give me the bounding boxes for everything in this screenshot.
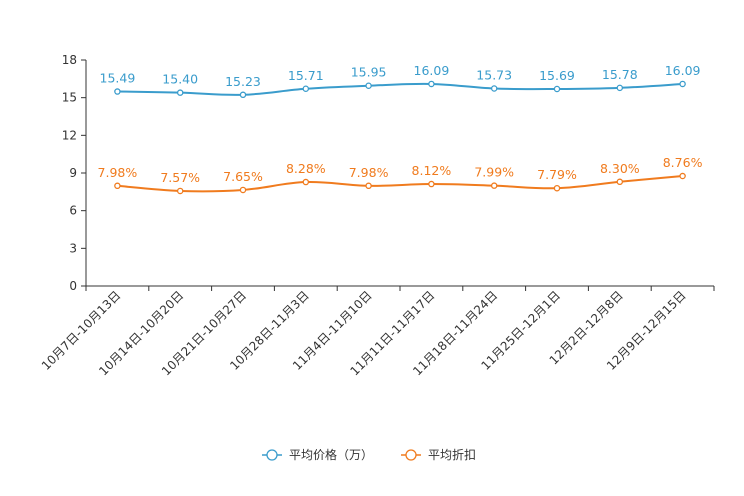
data-point[interactable] [553,85,561,93]
data-point[interactable] [428,80,435,88]
data-label: 15.69 [539,68,575,83]
data-label: 7.99% [474,165,514,180]
y-tick-label: 15 [62,91,77,105]
data-label: 15.23 [225,74,261,89]
y-tick-label: 6 [69,204,77,218]
data-point[interactable] [239,186,247,194]
y-tick-label: 3 [69,241,77,255]
data-point[interactable] [302,85,310,93]
data-label: 15.49 [100,71,136,86]
data-point[interactable] [679,80,686,88]
data-label: 7.57% [160,170,200,185]
series-2: 7.98% 7.57% 7.65% 8.28% 7.98% 8.12% 7.99% 7.79%… [98,155,703,195]
data-point[interactable] [616,178,624,186]
data-label: 7.98% [349,165,389,180]
data-point[interactable] [616,84,624,92]
data-label: 7.98% [98,165,138,180]
legend[interactable]: 平均价格（万） 平均折扣 [262,447,476,462]
legend-marker-icon [405,449,417,461]
data-label: 16.09 [414,63,450,78]
data-point[interactable] [114,88,121,95]
data-point[interactable] [176,187,184,195]
data-label: 15.71 [288,68,324,83]
data-point[interactable] [428,180,435,188]
data-point[interactable] [490,85,498,92]
data-label: 15.95 [351,65,387,80]
data-label: 8.12% [412,163,452,178]
data-label: 15.73 [476,68,512,83]
data-label: 15.78 [602,67,638,82]
legend-marker-icon [266,449,278,461]
legend-item[interactable]: 平均折扣 [401,447,476,462]
series-line [117,82,683,96]
data-point[interactable] [365,182,372,190]
y-axis: 0 3 6 9 12 15 18 [62,53,87,293]
y-tick-label: 18 [62,53,77,67]
y-tick-label: 0 [69,279,77,293]
y-tick-label: 12 [62,128,77,142]
data-point[interactable] [679,172,686,180]
data-point[interactable] [365,82,372,89]
data-point[interactable] [490,182,498,189]
data-label: 8.76% [663,155,703,170]
data-label: 16.09 [665,63,701,78]
data-point[interactable] [114,182,121,190]
data-label: 8.30% [600,161,640,176]
legend-label: 平均折扣 [428,447,476,462]
data-point[interactable] [239,91,247,99]
legend-label: 平均价格（万） [289,447,373,462]
data-point[interactable] [176,89,184,96]
y-tick-label: 9 [69,166,77,180]
data-label: 15.40 [162,72,198,87]
data-label: 7.65% [223,169,263,184]
data-point[interactable] [553,184,561,192]
x-axis: 10月7日-10月13日10月14日-10月20日10月21日-10月27日10… [39,285,715,378]
data-label: 8.28% [286,161,326,176]
data-label: 7.79% [537,167,577,182]
series-layer: 15.49 15.40 15.23 15.71 15.95 16.09 15.73 15.69… [98,63,703,195]
series-line [117,175,683,193]
legend-item[interactable]: 平均价格（万） [262,447,373,462]
series-1: 15.49 15.40 15.23 15.71 15.95 16.09 15.73 15.69… [100,63,701,99]
data-point[interactable] [302,178,310,186]
